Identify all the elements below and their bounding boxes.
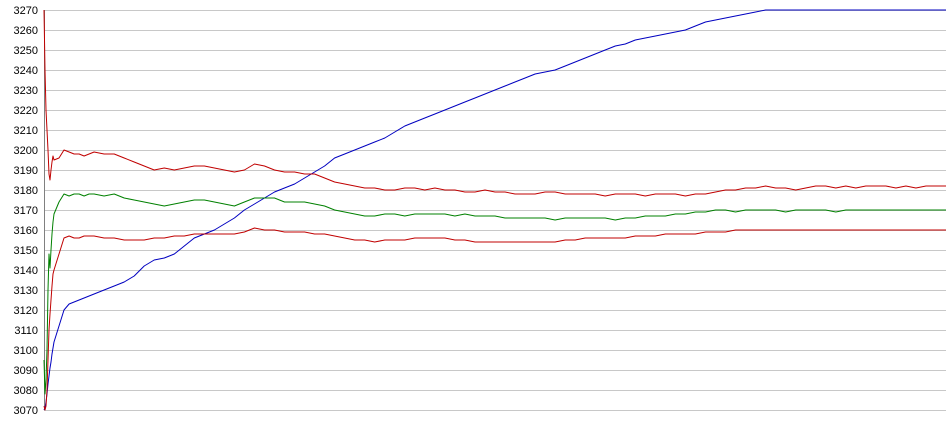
series-group [43,9,946,411]
y-axis-tick-labels: 3070 3080 3090 3100 3110 3120 3130 3140 3150 3160… [14,5,38,417]
y-tick-label: 3270 [14,5,38,17]
y-tick-label: 3160 [14,225,38,237]
y-tick-label: 3110 [14,325,38,337]
y-tick-label: 3080 [14,385,38,397]
y-tick-label: 3210 [14,125,38,137]
series-line-3 [43,193,946,395]
y-tick-label: 3250 [14,45,38,57]
y-tick-label: 3220 [14,105,38,117]
series-line-2 [43,9,946,197]
y-tick-label: 3070 [14,405,38,417]
series-line-4 [43,227,946,411]
y-tick-label: 3240 [14,65,38,77]
y-tick-label: 3120 [14,305,38,317]
y-tick-label: 3100 [14,345,38,357]
y-tick-label: 3130 [14,285,38,297]
series-line-1 [43,9,946,411]
y-tick-label: 3180 [14,185,38,197]
y-tick-label: 3200 [14,145,38,157]
y-tick-label: 3150 [14,245,38,257]
y-tick-label: 3090 [14,365,38,377]
y-tick-label: 3260 [14,25,38,37]
y-tick-label: 3140 [14,265,38,277]
y-tick-label: 3190 [14,165,38,177]
y-tick-label: 3170 [14,205,38,217]
y-tick-label: 3230 [14,85,38,97]
